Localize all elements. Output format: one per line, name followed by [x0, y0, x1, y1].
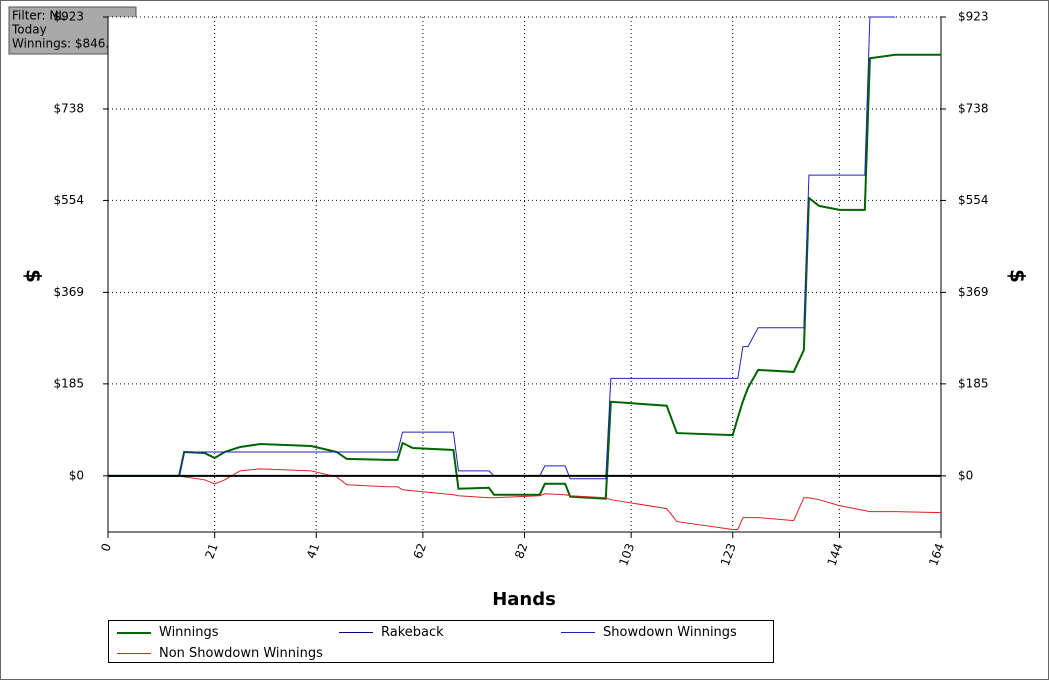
y2-tick-label: $0 — [958, 468, 973, 482]
y2-tick-label: $554 — [958, 193, 989, 207]
y2-tick-label: $185 — [958, 376, 989, 390]
series-line — [108, 53, 941, 500]
info-line: Filter: NL — [12, 9, 65, 23]
y-tick-label: $0 — [69, 468, 84, 482]
y-tick-label: $738 — [53, 101, 84, 115]
legend-label: Rakeback — [381, 625, 444, 640]
legend: Winnings Rakeback Showdown Winnings Non Sho… — [108, 620, 774, 663]
y-tick-label: $554 — [53, 193, 84, 207]
x-tick-label: 41 — [304, 541, 322, 560]
legend-label: Non Showdown Winnings — [159, 646, 323, 661]
series-line — [108, 16, 896, 480]
y-tick-label: $923 — [53, 10, 84, 24]
y2-tick-label: $923 — [958, 10, 989, 24]
legend-swatch — [561, 632, 595, 633]
x-axis-label: Hands — [492, 589, 556, 610]
legend-swatch — [117, 632, 151, 634]
info-line: Today — [11, 23, 47, 37]
legend-swatch — [117, 653, 151, 654]
x-tick-label: 82 — [512, 541, 530, 560]
legend-label: Winnings — [159, 625, 219, 640]
x-tick-label: 62 — [411, 541, 429, 560]
y-axis-label: $ — [22, 269, 46, 283]
plot-area — [108, 17, 941, 532]
info-line: Winnings: $846.42 — [12, 37, 124, 51]
y2-tick-label: $738 — [958, 101, 989, 115]
y2-axis-label: $ — [1006, 269, 1030, 283]
legend-label: Showdown Winnings — [603, 625, 737, 640]
y-tick-label: $369 — [53, 285, 84, 299]
legend-swatch — [339, 632, 373, 633]
y-tick-label: $185 — [53, 376, 84, 390]
series-line — [108, 468, 942, 531]
x-tick-label: 0 — [98, 541, 114, 553]
x-tick-label: 21 — [202, 541, 220, 560]
y2-tick-label: $369 — [958, 285, 989, 299]
